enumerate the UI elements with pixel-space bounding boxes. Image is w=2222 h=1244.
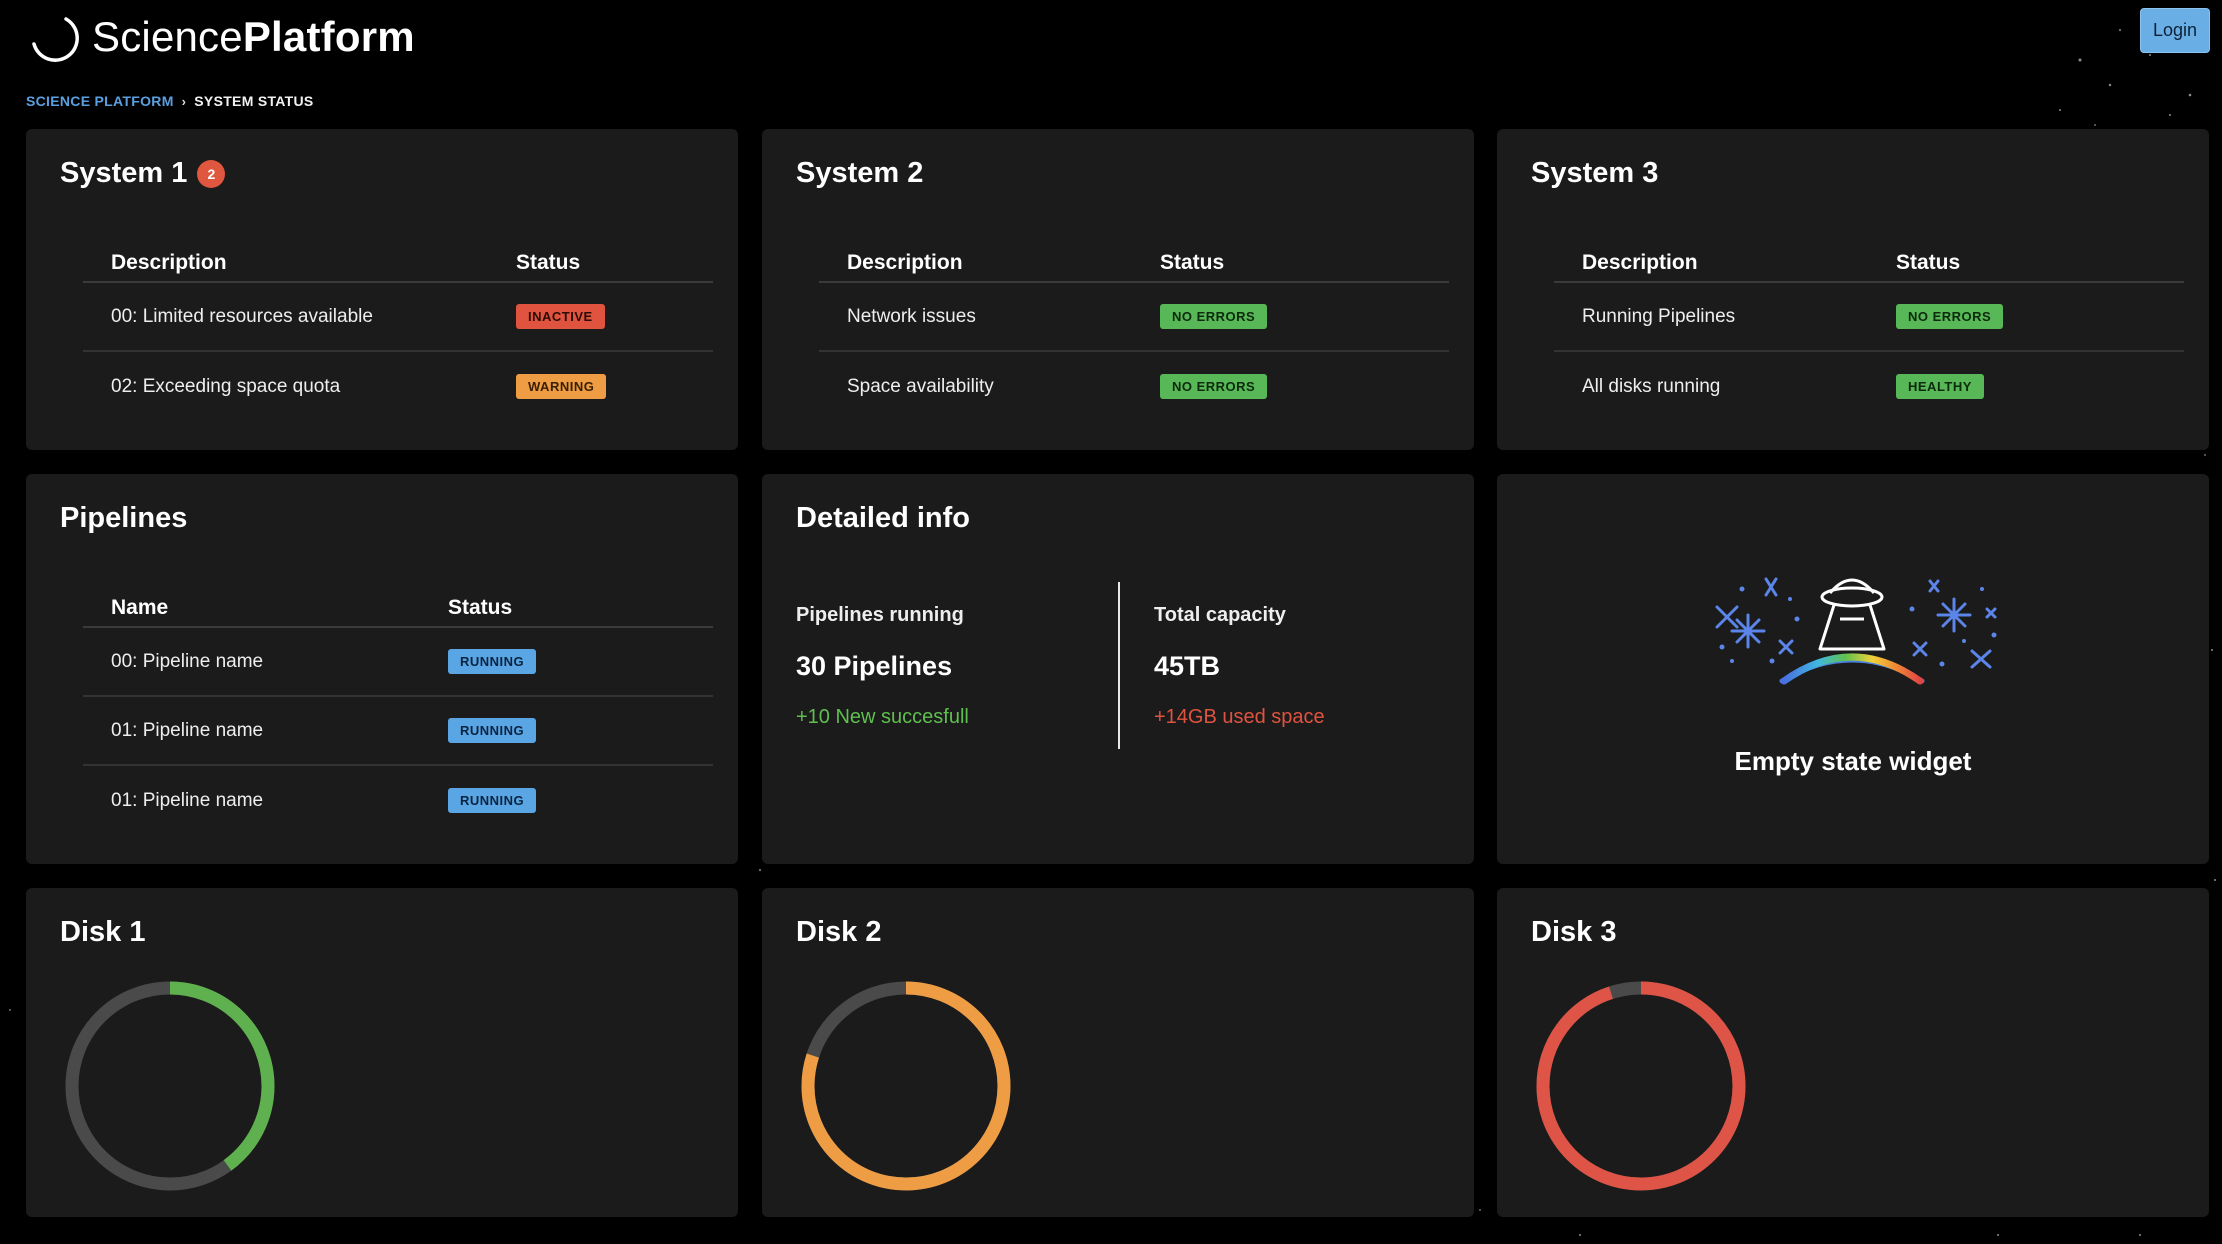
pipeline-name: 01: Pipeline name — [111, 719, 264, 741]
column-header-name: Name — [111, 596, 169, 619]
disk-2-usage-donut — [801, 981, 1011, 1191]
card-title: System 1 2 — [60, 157, 226, 190]
empty-state-label: Empty state widget — [1734, 746, 1972, 776]
table-row[interactable]: 01: Pipeline name RUNNING — [83, 766, 713, 835]
donut-usage-arc — [1536, 981, 1746, 1191]
column-header-status: Status — [1160, 251, 1225, 274]
table-row[interactable]: 00: Pipeline name RUNNING — [83, 628, 713, 697]
pipelines-running-label: Pipelines running — [796, 604, 964, 626]
row-description: 02: Exceeding space quota — [111, 375, 341, 397]
row-description: Network issues — [847, 305, 976, 327]
total-capacity-value: 45TB — [1154, 651, 1221, 681]
pipelines-card: Pipelines Name Status 00: Pipeline name … — [26, 474, 738, 864]
table-row[interactable]: 01: Pipeline name RUNNING — [83, 697, 713, 766]
status-badge: INACTIVE — [516, 304, 605, 329]
column-header-description: Description — [111, 251, 227, 274]
system-1-table: Description Status 00: Limited resources… — [83, 241, 713, 421]
status-badge: RUNNING — [448, 718, 537, 743]
detailed-info-title: Detailed info — [796, 502, 971, 534]
status-badge: NO ERRORS — [1160, 374, 1268, 399]
column-header-description: Description — [1582, 251, 1698, 274]
pipelines-running-value: 30 Pipelines — [796, 651, 953, 681]
card-title: System 2 — [796, 157, 923, 190]
status-badge: WARNING — [516, 374, 607, 399]
column-header-status: Status — [516, 251, 581, 274]
disk-3-usage-donut — [1536, 981, 1746, 1191]
total-capacity-label: Total capacity — [1154, 604, 1286, 626]
system-3-title: System 3 — [1531, 157, 1659, 189]
disk-3-title: Disk 3 — [1531, 916, 1617, 948]
pipelines-running-delta: +10 New succesfull — [796, 706, 969, 728]
system-2-card: System 2 Description Status Network issu… — [762, 129, 1474, 450]
total-capacity-delta: +14GB used space — [1154, 706, 1325, 728]
brand-logo[interactable]: SciencePlatform — [26, 10, 415, 64]
table-row: Space availability NO ERRORS — [819, 352, 1449, 421]
status-badge: RUNNING — [448, 649, 537, 674]
table-header: Description Status — [1554, 241, 2184, 283]
column-header-status: Status — [448, 596, 513, 619]
row-description: 00: Limited resources available — [111, 305, 373, 327]
brand-name: SciencePlatform — [92, 13, 415, 61]
disk-1-title: Disk 1 — [60, 916, 146, 948]
pipeline-name: 00: Pipeline name — [111, 650, 264, 672]
empty-state-card: Empty state widget — [1497, 474, 2209, 864]
breadcrumb-root-link[interactable]: SCIENCE PLATFORM — [26, 93, 174, 109]
breadcrumb: SCIENCE PLATFORM › SYSTEM STATUS — [26, 93, 314, 109]
disk-3-card: Disk 3 — [1497, 888, 2209, 1217]
disk-1-usage-donut — [65, 981, 275, 1191]
system-2-title: System 2 — [796, 157, 924, 189]
login-button[interactable]: Login — [2140, 8, 2210, 53]
top-bar: SciencePlatform Login — [0, 0, 2222, 90]
status-badge: NO ERRORS — [1160, 304, 1268, 329]
system-3-card: System 3 Description Status Running Pipe… — [1497, 129, 2209, 450]
donut-usage-arc — [801, 981, 1011, 1191]
info-divider — [1118, 582, 1120, 749]
pipelines-table: Name Status 00: Pipeline name RUNNING 01… — [83, 586, 713, 835]
ufo-rainbow-sparkles-icon — [1715, 577, 1997, 685]
status-badge: RUNNING — [448, 788, 537, 813]
detailed-info-card: Detailed info Pipelines running 30 Pipel… — [762, 474, 1474, 864]
table-header: Description Status — [83, 241, 713, 283]
brand-name-bold: Platform — [242, 13, 415, 60]
brand-name-light: Science — [92, 13, 243, 60]
table-row: Network issues NO ERRORS — [819, 283, 1449, 352]
column-header-status: Status — [1896, 251, 1961, 274]
table-header: Name Status — [83, 586, 713, 628]
card-title: System 3 — [1531, 157, 1658, 190]
disk-2-card: Disk 2 — [762, 888, 1474, 1217]
row-description: All disks running — [1582, 375, 1721, 397]
system-2-table: Description Status Network issues NO ERR… — [819, 241, 1449, 421]
system-1-card: System 1 2 Description Status 00: Limite… — [26, 129, 738, 450]
system-1-title: System 1 — [60, 157, 188, 189]
pipelines-title: Pipelines — [60, 502, 188, 534]
donut-usage-arc — [65, 981, 275, 1191]
pipeline-name: 01: Pipeline name — [111, 789, 264, 811]
table-row: 02: Exceeding space quota WARNING — [83, 352, 713, 421]
logo-arc-icon — [32, 17, 79, 62]
breadcrumb-separator-icon: › — [181, 93, 187, 109]
row-description: Running Pipelines — [1582, 305, 1736, 327]
status-badge: NO ERRORS — [1896, 304, 2004, 329]
disk-1-card: Disk 1 — [26, 888, 738, 1217]
system-3-table: Description Status Running Pipelines NO … — [1554, 241, 2184, 421]
status-badge: HEALTHY — [1896, 374, 1984, 399]
breadcrumb-current: SYSTEM STATUS — [194, 93, 314, 109]
row-description: Space availability — [847, 375, 994, 397]
column-header-description: Description — [847, 251, 963, 274]
table-row: Running Pipelines NO ERRORS — [1554, 283, 2184, 352]
table-header: Description Status — [819, 241, 1449, 283]
table-row: 00: Limited resources available INACTIVE — [83, 283, 713, 352]
table-row: All disks running HEALTHY — [1554, 352, 2184, 421]
disk-2-title: Disk 2 — [796, 916, 882, 948]
alert-count-badge: 2 — [197, 159, 226, 188]
